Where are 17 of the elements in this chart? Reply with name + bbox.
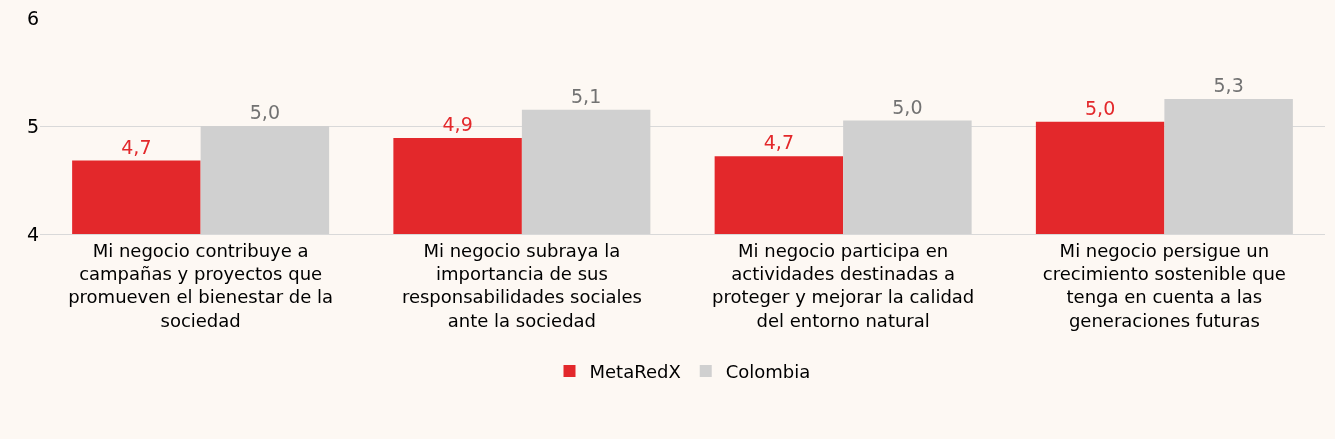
- data-label: 4,7: [121, 135, 152, 158]
- data-label: 4,9: [442, 112, 473, 135]
- y-tick-label: 6: [26, 6, 39, 29]
- data-label: 5,0: [249, 101, 280, 123]
- data-label: 5,3: [1213, 74, 1244, 96]
- data-label: 5,0: [1085, 96, 1116, 119]
- legend-label: MetaRedX: [589, 361, 681, 383]
- y-tick-label: 4: [26, 222, 39, 245]
- y-tick-label: 5: [26, 114, 39, 137]
- x-tick-label: Mi negocio participa en actividades destinadas a proteger y mejorar la calidad del entorno natural: [711, 239, 975, 331]
- x-tick-label: Mi negocio persigue un crecimiento sostenible que tenga en cuenta a las generaciones futuras: [1042, 239, 1286, 331]
- data-label: 5,1: [571, 84, 602, 107]
- x-tick-label: Mi negocio subraya la importancia de sus responsabilidades sociales ante la sociedad: [401, 239, 642, 331]
- data-label: 5,0: [892, 95, 923, 118]
- x-tick-label: Mi negocio contribuye a campañas y proyectos que promueven el bienestar de la sociedad: [68, 239, 334, 331]
- legend-label: Colombia: [725, 361, 811, 383]
- data-label: 4,7: [763, 131, 794, 154]
